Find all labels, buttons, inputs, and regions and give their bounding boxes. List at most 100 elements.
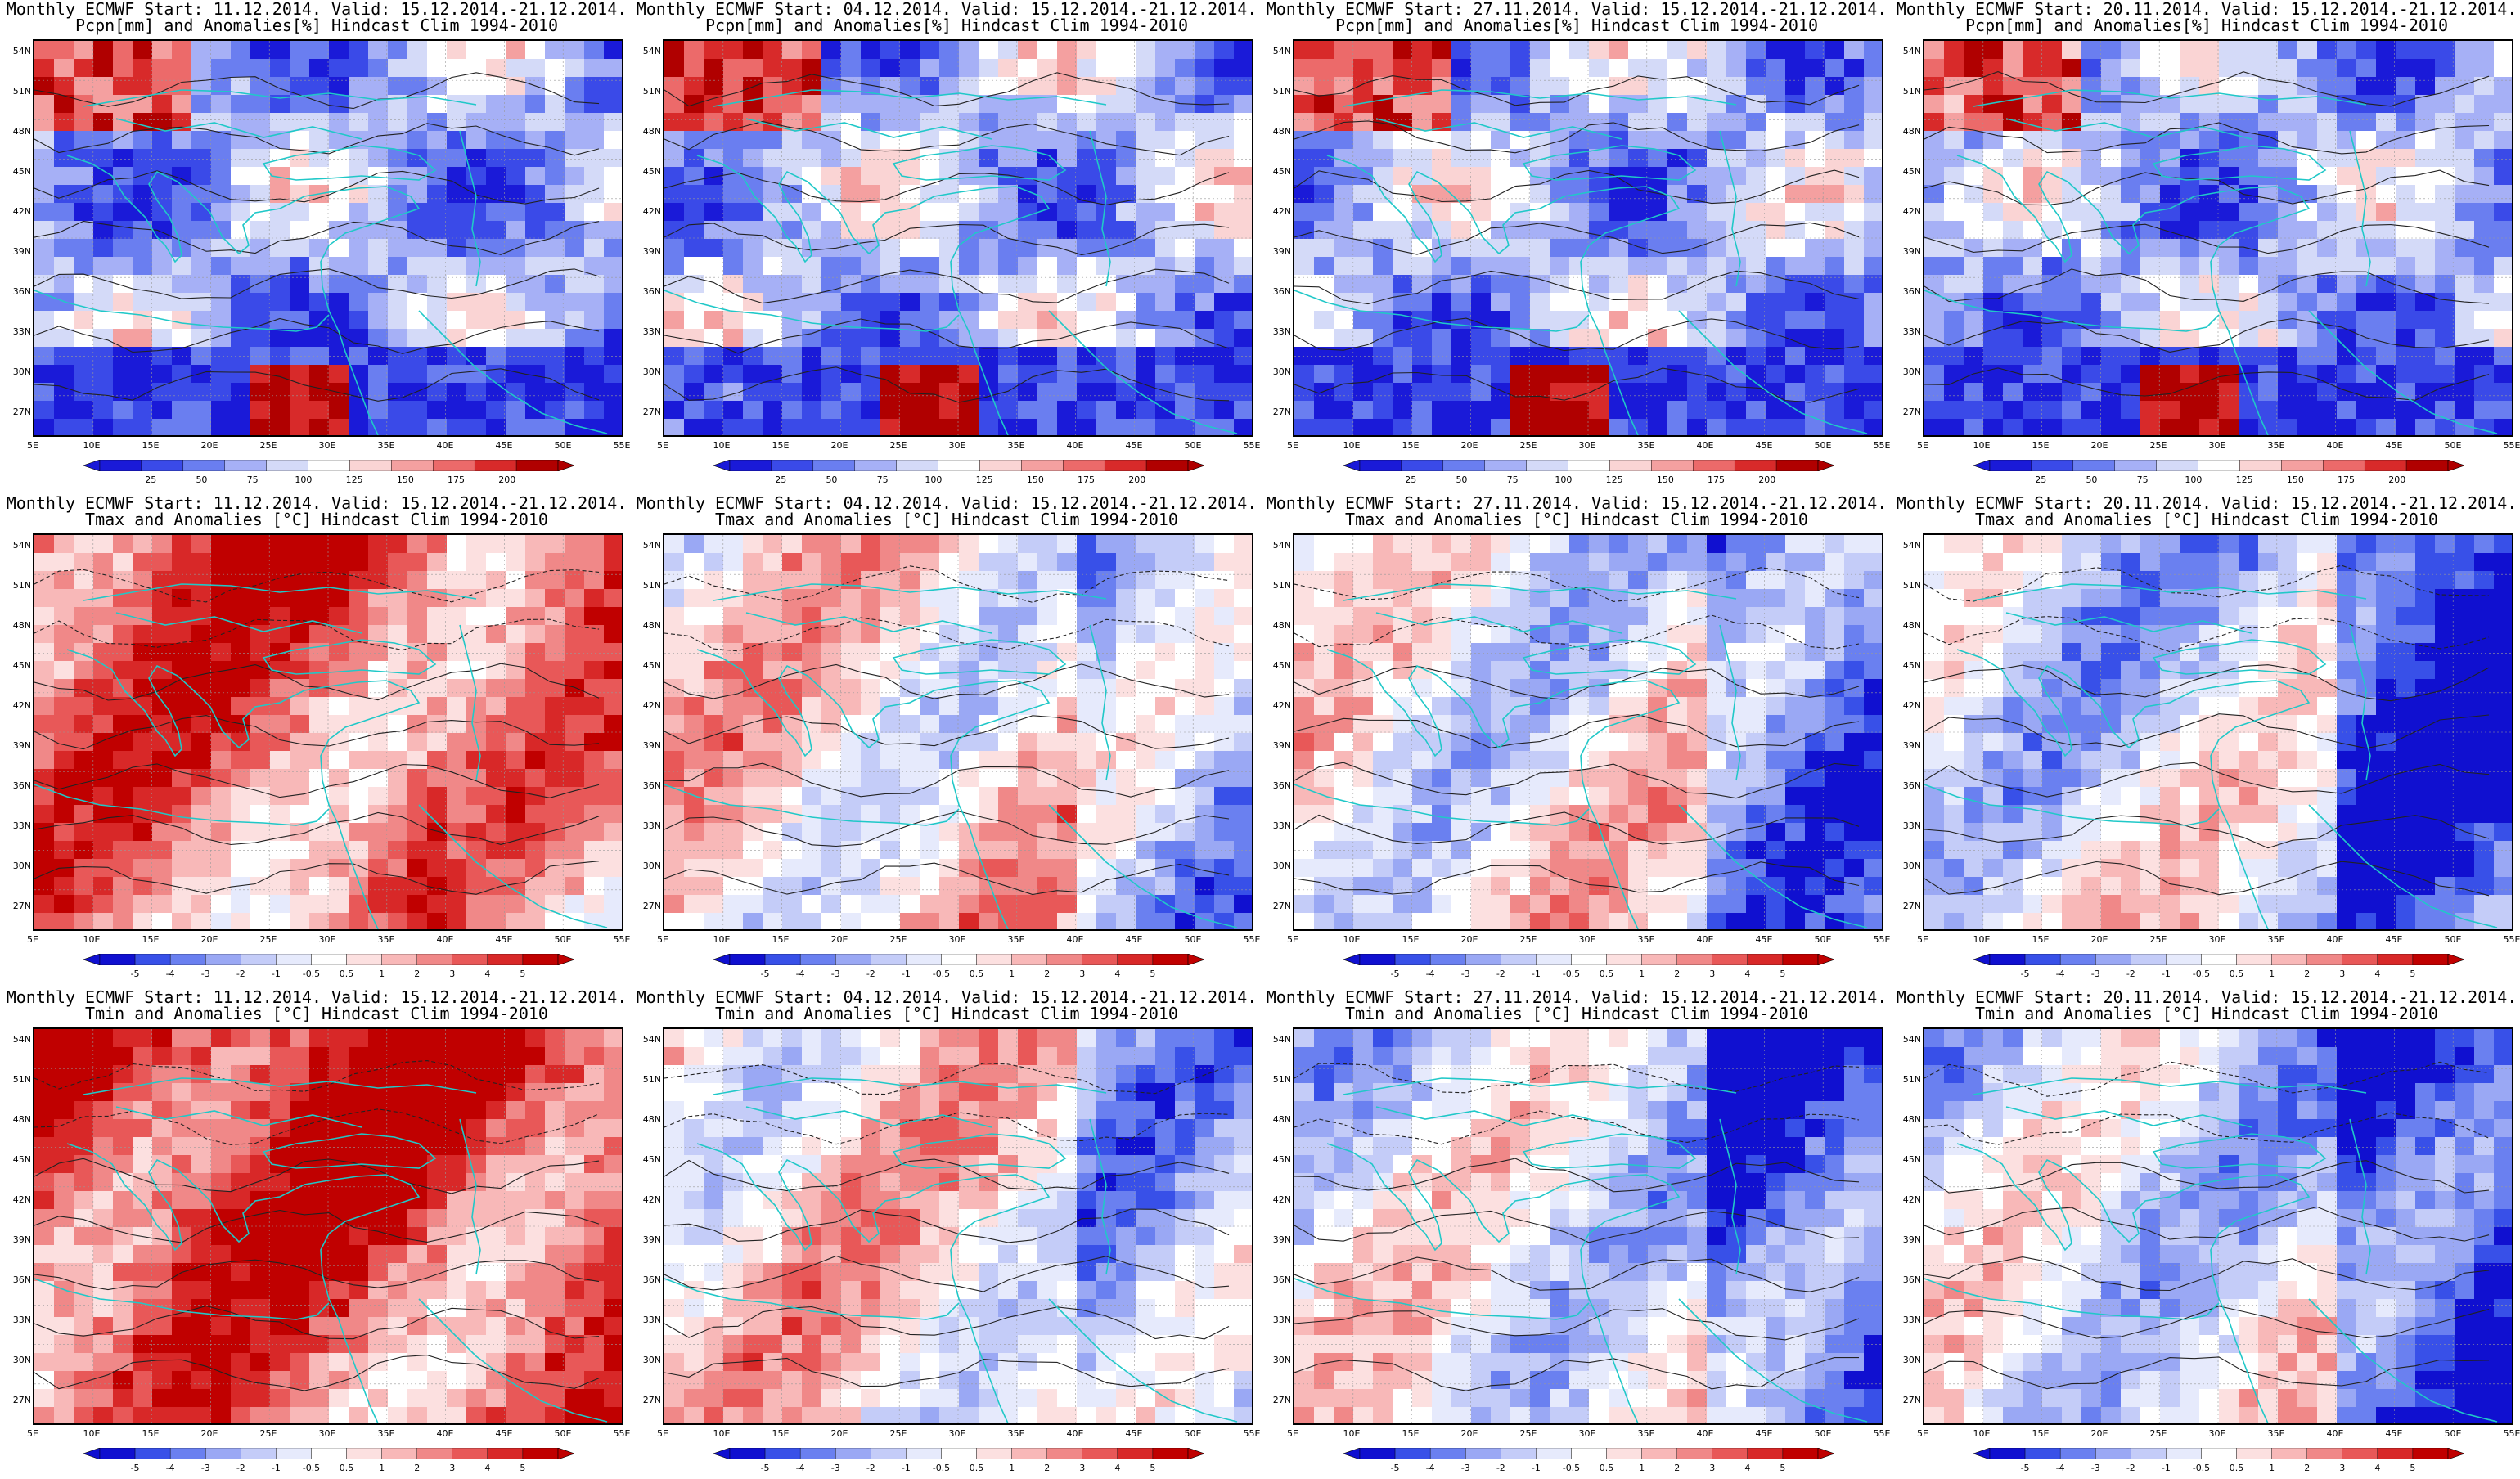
field-cell [1471, 553, 1492, 572]
field-cell [407, 553, 428, 572]
field-cell [782, 59, 803, 78]
field-cell [2199, 257, 2220, 276]
field-cell [1334, 383, 1354, 402]
field-cell [1864, 419, 1882, 435]
field-cell [1864, 203, 1882, 222]
field-cell [466, 877, 487, 896]
field-cell [525, 221, 546, 240]
field-cell [191, 553, 212, 572]
field-cell [1077, 365, 1097, 384]
field-cell [1844, 185, 1865, 204]
field-cell [427, 751, 448, 770]
field-cell [2415, 221, 2436, 240]
field-cell [979, 293, 999, 312]
field-cell [1766, 823, 1786, 842]
colorbar-tick-label: -4 [166, 969, 175, 979]
field-cell [466, 805, 487, 824]
colorbar-swatch [941, 954, 976, 965]
field-cell [1195, 751, 1215, 770]
field-cell [1294, 571, 1315, 590]
field-cell [1155, 715, 1176, 734]
field-cell [763, 823, 783, 842]
field-cell [309, 131, 330, 150]
field-cell [2081, 401, 2102, 420]
colorbar-swatch [2032, 460, 2073, 471]
field-cell [93, 167, 114, 186]
field-cell [1805, 257, 1825, 276]
field-cell [1373, 203, 1393, 222]
field-cell [2140, 95, 2161, 114]
latitude-label: 33N [1262, 326, 1291, 337]
field-cell [1785, 41, 1806, 60]
field-cell [1550, 589, 1570, 608]
field-cell [34, 715, 55, 734]
field-cell [133, 419, 153, 435]
field-cell [427, 607, 448, 626]
field-cell [1214, 41, 1235, 60]
latitude-label: 51N [632, 86, 661, 97]
colorbar-swatch [2115, 460, 2157, 471]
field-cell [152, 661, 173, 680]
field-cell [1294, 553, 1315, 572]
longitude-label: 15E [142, 440, 160, 451]
field-cell [427, 913, 448, 929]
field-cell [250, 589, 271, 608]
colorbar-swatch [433, 460, 475, 471]
field-cell [447, 571, 467, 590]
field-cell [1018, 607, 1038, 626]
field-cell [1648, 823, 1668, 842]
field-cell [604, 805, 622, 824]
field-cell [2376, 365, 2396, 384]
field-cell [1393, 401, 1413, 420]
map-panel: Monthly ECMWF Start: 11.12.2014. Valid: … [2, 494, 632, 985]
field-cell [743, 41, 763, 60]
field-cell [723, 185, 744, 204]
field-cell [604, 733, 622, 752]
colorbar-swatch [977, 954, 1012, 965]
field-cell [486, 535, 506, 554]
field-cell [1628, 221, 1649, 240]
field-cell [1687, 625, 1708, 644]
field-cell [1373, 419, 1393, 435]
field-cell [2317, 41, 2338, 60]
field-cell [1648, 787, 1668, 806]
field-cell [604, 167, 622, 186]
field-cell [2376, 95, 2396, 114]
field-cell [939, 625, 960, 644]
field-cell [1471, 715, 1492, 734]
field-cell [191, 913, 212, 929]
field-cell [133, 131, 153, 150]
field-cell [1234, 661, 1252, 680]
field-cell [1234, 401, 1252, 420]
field-cell [1628, 41, 1649, 60]
field-cell [1530, 113, 1550, 132]
field-cell [2160, 257, 2180, 276]
field-cell [1825, 257, 1845, 276]
field-cell [880, 239, 901, 258]
field-cell [939, 365, 960, 384]
field-cell [920, 625, 940, 644]
field-cell [1155, 257, 1176, 276]
field-cell [880, 805, 901, 824]
field-cell [172, 131, 192, 150]
field-cell [309, 769, 330, 788]
field-cell [1077, 805, 1097, 824]
field-cell [1628, 401, 1649, 420]
field-cell [388, 41, 408, 60]
field-cell [2278, 401, 2298, 420]
field-cell [959, 167, 979, 186]
field-cell [998, 41, 1019, 60]
field-cell [1214, 589, 1235, 608]
field-cell [152, 535, 173, 554]
field-cell [1491, 131, 1511, 150]
field-cell [1550, 149, 1570, 168]
field-cell [368, 293, 389, 312]
field-cell [704, 401, 724, 420]
field-cell [1864, 365, 1882, 384]
field-cell [34, 697, 55, 716]
field-cell [998, 203, 1019, 222]
field-cell [1805, 311, 1825, 330]
field-cell [1096, 383, 1117, 402]
field-cell [1096, 77, 1117, 96]
latitude-label: 45N [632, 166, 661, 177]
